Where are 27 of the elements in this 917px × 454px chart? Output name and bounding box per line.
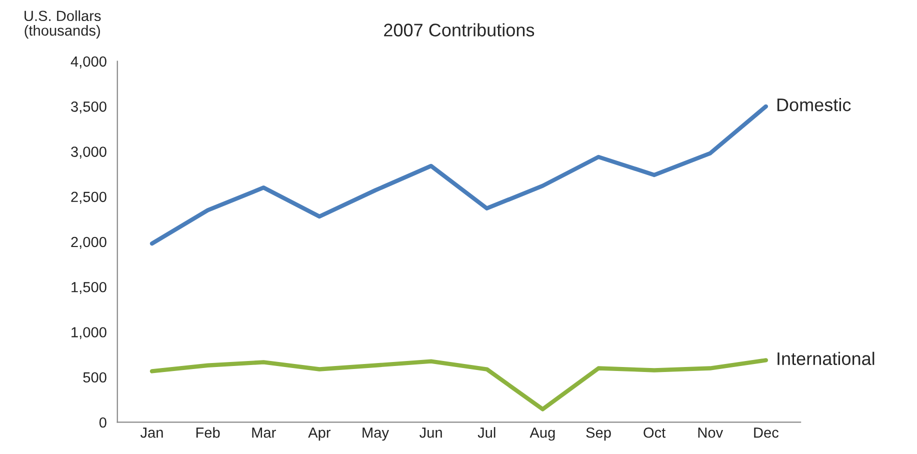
series-label: Domestic [777,98,851,112]
y-tick-label: 0 [99,417,106,428]
x-tick-label: Apr [308,428,331,441]
x-tick-label: Jun [420,428,442,438]
series-label: International [778,352,874,366]
x-tick-label: Jul [478,427,496,438]
chart-title: 2007 Contributions [384,23,534,36]
y-tick-label: 3,000 [71,146,106,159]
line-series [150,358,768,412]
x-tick-label: Dec [754,428,779,438]
y-tick-label: 2,500 [71,192,106,204]
y-tick-label: 1,500 [72,282,106,294]
line-series [150,104,768,246]
x-tick-label: Nov [698,428,724,438]
y-tick-label: 3,500 [71,102,106,114]
x-tick-label: Mar [252,428,276,438]
x-tick-label: Oct [644,427,666,438]
y-axis-title: U.S. Dollars (thousands) [24,10,101,39]
x-tick-label: Sep [586,427,611,441]
y-tick-label: 2,000 [71,236,106,249]
y-tick-label: 4,000 [70,56,106,68]
x-tick-label: Aug [530,428,555,441]
x-tick-label: Feb [196,427,220,438]
y-tick-label: 500 [83,372,106,383]
y-tick-label: 1,000 [72,327,106,340]
x-tick-label: May [362,428,389,441]
x-tick-label: Jan [140,428,163,438]
